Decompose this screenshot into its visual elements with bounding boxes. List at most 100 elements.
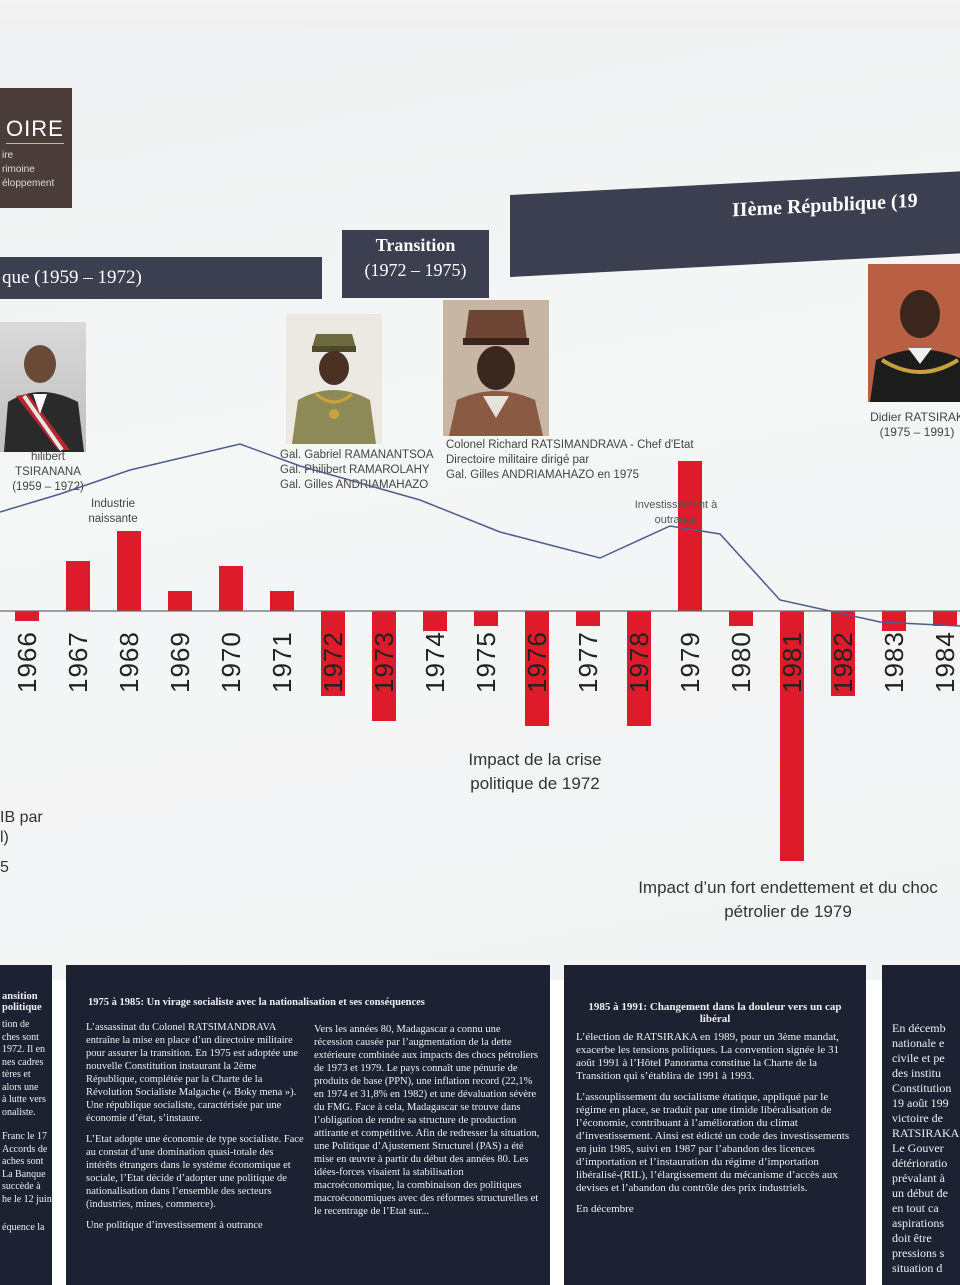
panel-4-line: Constitution — [892, 1081, 952, 1095]
bar-1968 — [117, 531, 141, 611]
museum-logo: OIRE ire rimoine éloppement — [0, 88, 72, 208]
panel-3-body: L’élection de RATSIRAKA en 1989, pour un… — [564, 1031, 866, 1216]
panel-1-line: alors une — [2, 1081, 39, 1093]
bar-1976 — [525, 611, 549, 726]
caption-ratsiraka-years: (1975 – 1991) — [879, 425, 955, 439]
logo-line-1: ire — [2, 150, 14, 161]
panel-4-text: En décemb nationale e civile et pe des inst… — [882, 1021, 960, 1276]
year-label-1982: 1982 — [828, 631, 858, 693]
caption-tsiranana-years: (1959 – 1972) — [12, 481, 84, 493]
panel-2-col1-para-2: L’Etat adopte une économie de type socia… — [86, 1134, 304, 1210]
year-label-1971: 1971 — [267, 631, 297, 693]
panel-1-line: tion de — [2, 1019, 30, 1030]
panel-4-line: prévalant à — [892, 1171, 945, 1185]
bar-1975 — [474, 611, 498, 626]
caption-ramanantsoa-line-2: Gal. Philibert RAMAROLAHY — [280, 464, 430, 476]
bar-1972 — [321, 611, 345, 696]
caption-ratsimandrava-line-1: Colonel Richard RATSIMANDRAVA - Chef d'E… — [446, 439, 694, 451]
panel-4-line: 19 août 199 — [892, 1096, 949, 1110]
year-label-1968: 1968 — [114, 631, 144, 693]
bar-1969 — [168, 591, 192, 611]
year-label-1983: 1983 — [879, 631, 909, 693]
bar-1978 — [627, 611, 651, 726]
panel-1-line: succède à — [2, 1181, 41, 1192]
panel-4-line: En décemb — [892, 1021, 946, 1035]
bar-1984 — [933, 611, 957, 626]
panel-4-line: situation d — [892, 1261, 943, 1275]
panel-4-line: des institu — [892, 1066, 942, 1080]
panel-1-line: équence la — [2, 1222, 45, 1233]
panel-1-line: nes cadres — [2, 1056, 44, 1068]
panel-4-line: Le Gouver — [892, 1141, 944, 1155]
panel-4-line: doit être — [892, 1231, 932, 1245]
panel-4-line: un début de — [892, 1186, 948, 1200]
axis-label-fragment: IB par — [0, 809, 43, 826]
panel-1-line: 1972. Il en — [2, 1044, 46, 1055]
chart-bars — [15, 461, 957, 861]
portrait-tsiranana — [0, 322, 86, 452]
bar-1973 — [372, 611, 396, 721]
caption-ratsiraka: Didier RATSIRAK (1975 – 1991) — [862, 410, 960, 440]
bar-1981 — [780, 611, 804, 861]
caption-ramanantsoa-line-1: Gal. Gabriel RAMANANTSOA — [280, 449, 434, 461]
panel-2-col1-para-1: L’assassinat du Colonel RATSIMANDRAVA en… — [86, 1022, 298, 1124]
bar-1971 — [270, 591, 294, 611]
gdp-growth-chart — [0, 443, 960, 861]
panel-3-para-3: En décembre — [576, 1203, 634, 1215]
logo-line-2: rimoine — [2, 164, 35, 175]
annotation-industrie: Industrie naissante — [88, 498, 138, 525]
caption-ratsiraka-name: Didier RATSIRAK — [870, 410, 960, 424]
caption-tsiranana: hilibert TSIRANANA (1959 – 1972) — [0, 450, 96, 495]
panel-4-line: aspirations — [892, 1216, 944, 1230]
year-label-1977: 1977 — [573, 631, 603, 693]
panel-4-line: civile et pe — [892, 1051, 945, 1065]
panel-2-col-2: Vers les années 80, Madagascar a connu u… — [314, 1023, 542, 1226]
panel-1-text: tion de ches sont 1972. Il en nes cadres tèr… — [0, 1019, 52, 1235]
portrait-ratsiraka — [868, 264, 960, 402]
era-transition-years: (1972 – 1975) — [364, 260, 467, 280]
panel-1-line: ches sont — [2, 1031, 39, 1043]
axis-fragment-2: 5 — [0, 859, 9, 876]
panel-third-republic: En décemb nationale e civile et pe des inst… — [882, 965, 960, 1285]
year-label-1974: 1974 — [420, 631, 450, 693]
panel-3-para-2: L’assouplissement du socialisme étatique… — [576, 1091, 850, 1194]
bar-1977 — [576, 611, 600, 626]
portrait-ratsimandrava-image — [443, 300, 549, 436]
portrait-tsiranana-image — [4, 345, 84, 452]
caption-tsiranana-name: hilibert TSIRANANA — [15, 451, 81, 478]
panel-1-line: onaliste. — [2, 1106, 36, 1118]
axis-fragment-1: l) — [0, 829, 9, 846]
era-transition: Transition (1972 – 1975) — [342, 230, 489, 298]
annotation-investissement: Investissement à outrance — [634, 499, 718, 526]
year-label-1984: 1984 — [930, 631, 960, 693]
year-label-1973: 1973 — [369, 631, 399, 693]
bar-1983 — [882, 611, 906, 631]
portrait-ratsimandrava — [443, 300, 549, 436]
era-first-republic-label: que (1959 – 1972) — [2, 267, 142, 288]
panel-2-col2-para-1: Vers les années 80, Madagascar a connu u… — [314, 1024, 540, 1217]
logo-title: OIRE — [6, 116, 64, 141]
caption-ramanantsoa: Gal. Gabriel RAMANANTSOA Gal. Philibert … — [280, 448, 440, 493]
panel-3-para-1: L’élection de RATSIRAKA en 1989, pour un… — [576, 1031, 840, 1082]
panel-4-line: RATSIRAKA — [892, 1126, 960, 1140]
portrait-ramanantsoa-image — [286, 314, 382, 444]
panel-1975-1985: 1975 à 1985: Un virage socialiste avec l… — [66, 965, 550, 1285]
year-label-1972: 1972 — [318, 631, 348, 693]
bar-1982 — [831, 611, 855, 696]
bar-1979 — [678, 461, 702, 611]
year-label-1967: 1967 — [63, 631, 93, 693]
year-label-1976: 1976 — [522, 631, 552, 693]
panel-4-line: pressions s — [892, 1246, 945, 1260]
panel-2-col1-para-3: Une politique d’investissement à outranc… — [86, 1220, 263, 1231]
caption-ramanantsoa-line-3: Gal. Gilles ANDRIAMAHAZO — [280, 479, 429, 491]
year-label-1966: 1966 — [12, 631, 42, 693]
logo-divider — [6, 143, 64, 144]
era-second-republic-label: IIème République (19 — [732, 189, 918, 222]
bar-1974 — [423, 611, 447, 631]
year-label-1969: 1969 — [165, 631, 195, 693]
caption-ratsimandrava-line-3: Gal. Gilles ANDRIAMAHAZO en 1975 — [446, 469, 640, 481]
era-transition-label: Transition — [375, 235, 456, 255]
panel-4-line: en tout ca — [892, 1201, 939, 1215]
era-first-republic: que (1959 – 1972) — [0, 257, 322, 299]
logo-line-3: éloppement — [2, 178, 55, 189]
